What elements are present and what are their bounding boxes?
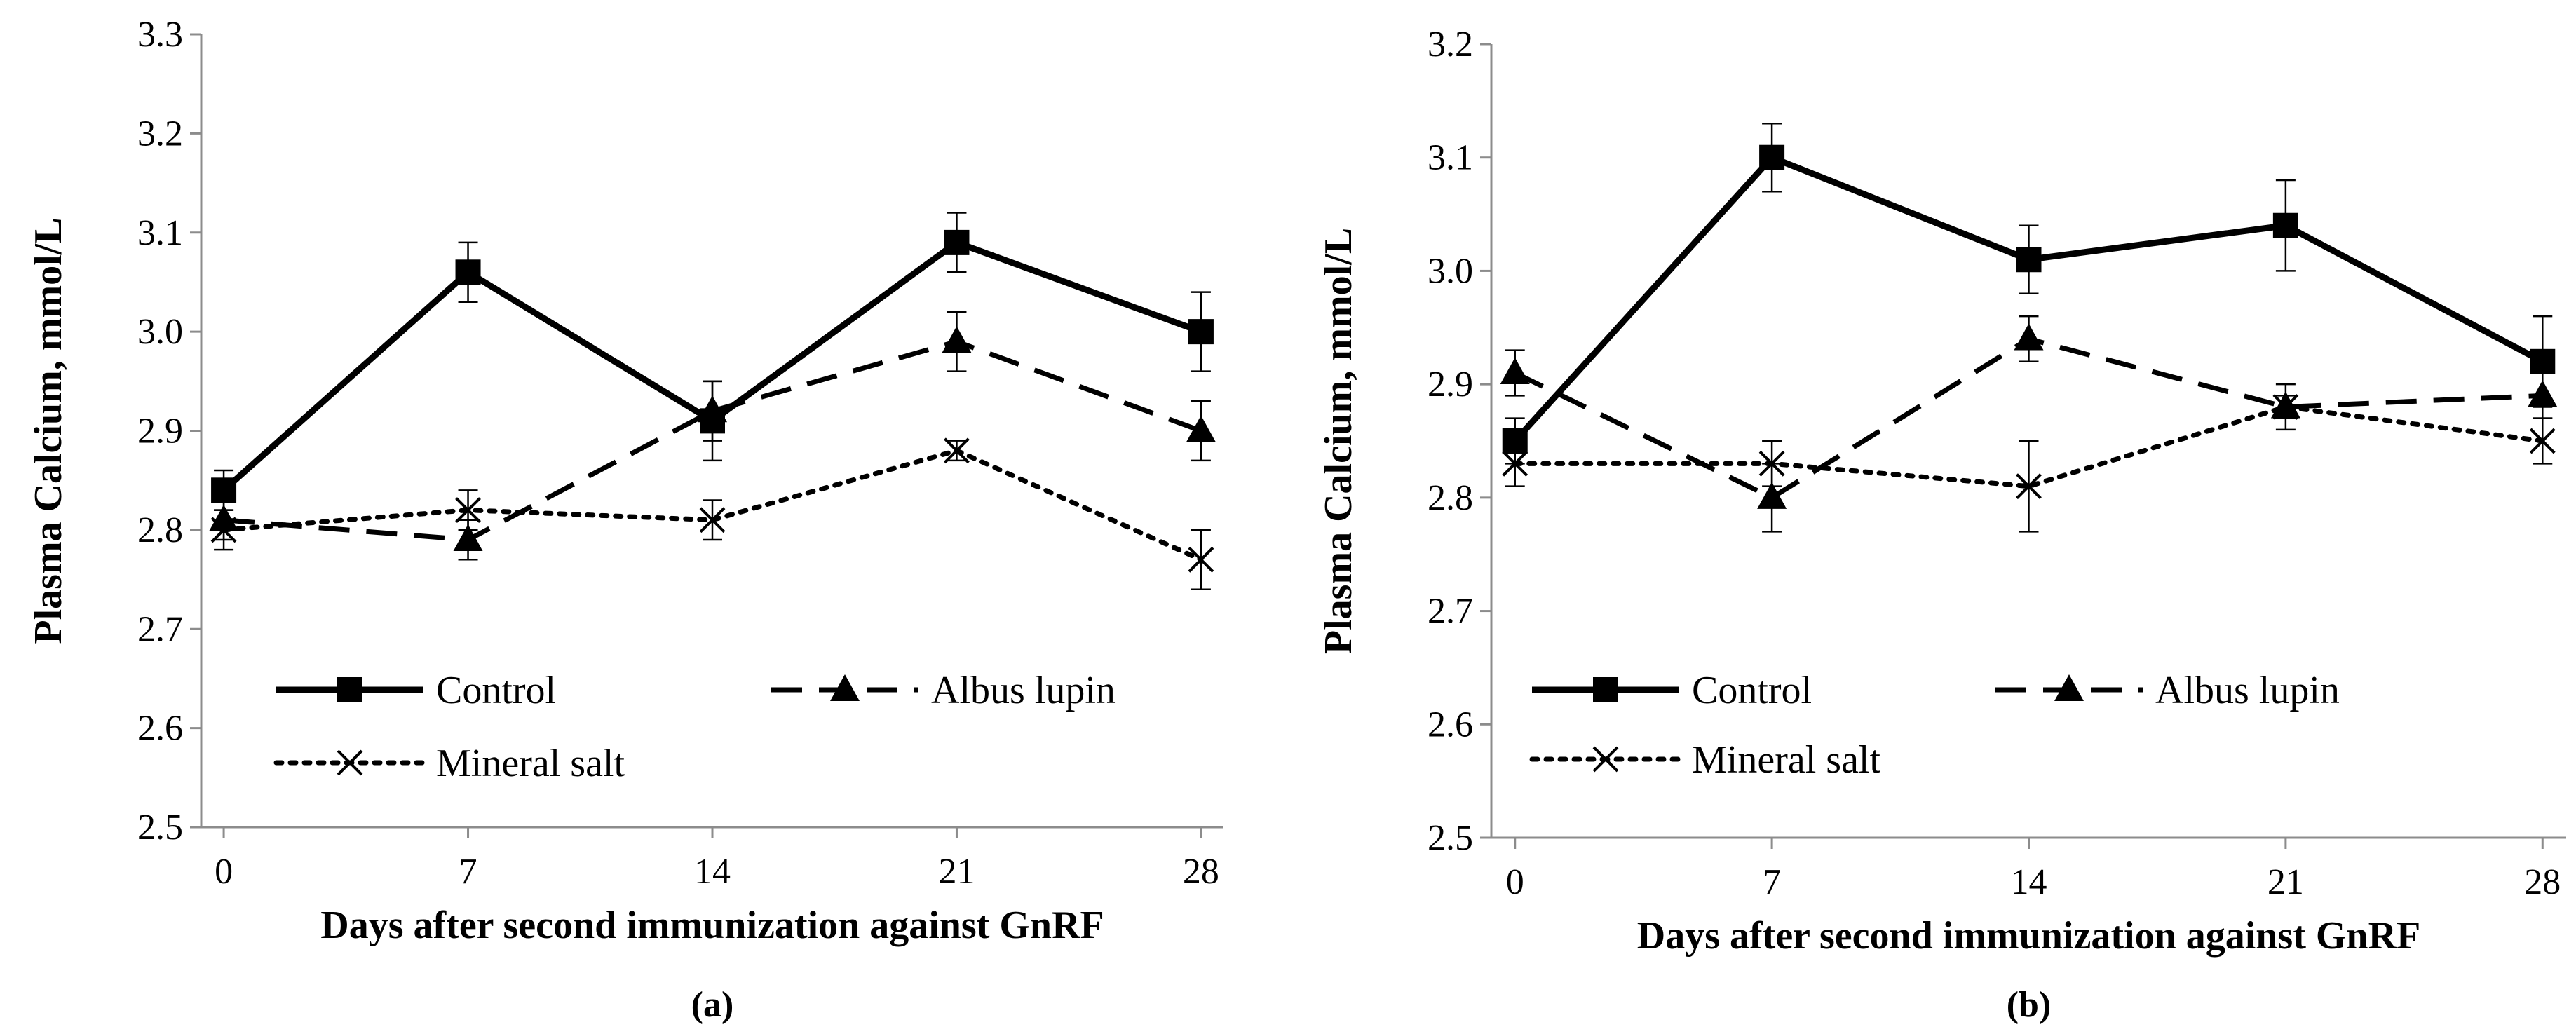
- data-point: [942, 326, 972, 353]
- panel-label: (a): [691, 985, 734, 1025]
- x-tick-label: 14: [2011, 862, 2047, 902]
- y-tick-label: 2.5: [137, 808, 183, 848]
- data-point: [1186, 415, 1216, 442]
- legend-marker: [1592, 746, 1619, 773]
- data-point: [210, 517, 237, 543]
- data-point: [455, 259, 481, 285]
- legend-label: Albus lupin: [931, 669, 1116, 712]
- x-tick-label: 0: [215, 852, 233, 892]
- y-tick-label: 2.6: [137, 709, 183, 749]
- series-line: [1512, 154, 2544, 444]
- y-tick-label: 3.3: [137, 15, 183, 55]
- chart-panel-a: 2.5 2.6 2.7 2.8 2.9 3.0 3.1 3.2 3.3 0 7 14 21 28 Days …: [27, 15, 1223, 1025]
- x-axis-title: Days after second immunization against G…: [1637, 914, 2420, 958]
- x-tick-label: 21: [2267, 862, 2304, 902]
- x-tick-label: 21: [938, 852, 975, 892]
- data-point: [1757, 482, 1787, 509]
- data-point: [455, 497, 481, 524]
- data-point: [2272, 394, 2299, 420]
- series-line: [1512, 404, 2545, 489]
- data-point: [1502, 450, 1528, 477]
- legend-label: Albus lupin: [2155, 669, 2340, 712]
- legend-entry: Mineral salt: [1529, 738, 1880, 782]
- legend-marker: [830, 674, 860, 701]
- series-control: [211, 212, 1214, 511]
- data-point: [2530, 348, 2556, 374]
- data-point: [211, 477, 237, 503]
- legend-label: Mineral salt: [1692, 738, 1880, 782]
- y-tick-label: 3.0: [137, 312, 183, 352]
- legend-label: Control: [436, 669, 556, 712]
- y-axis-title: Plasma Calcium, mmol/L: [27, 217, 70, 644]
- y-tick-label: 3.1: [137, 213, 183, 253]
- data-point: [1758, 450, 1785, 477]
- legend-label: Control: [1692, 669, 1812, 712]
- series-line: [223, 339, 1202, 543]
- x-tick-label: 0: [1506, 862, 1524, 902]
- data-point: [944, 229, 970, 255]
- legend-marker: [337, 749, 363, 776]
- legend-label: Mineral salt: [436, 742, 625, 785]
- x-tick-label: 14: [694, 852, 731, 892]
- y-tick-label: 2.7: [1428, 592, 1473, 632]
- legend-entry: Mineral salt: [273, 742, 625, 785]
- x-tick-label: 7: [459, 852, 477, 892]
- y-tick-label: 2.8: [1428, 478, 1473, 518]
- data-point: [944, 437, 970, 464]
- data-point: [2272, 212, 2298, 238]
- data-point: [2016, 247, 2042, 273]
- y-tick-label: 3.0: [1428, 251, 1473, 291]
- panel-label: (b): [2007, 985, 2052, 1025]
- series-mineral-salt: [1502, 394, 2556, 533]
- legend-entry: Albus lupin: [1995, 669, 2340, 712]
- y-tick-label: 3.1: [1428, 138, 1473, 178]
- x-tick-label: 28: [2524, 862, 2561, 902]
- y-tick-label: 2.9: [1428, 365, 1473, 404]
- data-point: [2529, 428, 2556, 454]
- data-point: [699, 507, 726, 533]
- x-tick-label: 7: [1763, 862, 1781, 902]
- legend-marker: [1593, 677, 1618, 702]
- legend-marker: [2054, 674, 2084, 701]
- data-point: [1759, 144, 1785, 170]
- data-point: [2014, 323, 2044, 351]
- data-point: [1188, 546, 1214, 573]
- y-tick-label: 2.9: [137, 411, 183, 451]
- y-tick-label: 2.8: [137, 510, 183, 550]
- y-tick-label: 2.5: [1428, 818, 1473, 858]
- legend-entry: Control: [1532, 669, 1812, 712]
- y-tick-label: 3.2: [137, 114, 183, 154]
- chart-panel-b: 2.5 2.6 2.7 2.8 2.9 3.0 3.1 3.2 0 7 14 21 28 Days aft…: [1317, 25, 2566, 1025]
- legend-entry: Albus lupin: [771, 669, 1116, 712]
- data-point: [1188, 319, 1214, 345]
- x-tick-label: 28: [1183, 852, 1219, 892]
- y-tick-label: 2.7: [137, 609, 183, 649]
- series-control: [1502, 122, 2556, 465]
- series-mineral-salt: [210, 437, 1214, 590]
- x-axis-title: Days after second immunization against G…: [320, 904, 1104, 947]
- legend-marker: [337, 677, 362, 702]
- y-tick-label: 3.2: [1428, 25, 1473, 64]
- data-point: [453, 524, 483, 552]
- data-point: [1500, 357, 1530, 384]
- data-point: [2016, 473, 2042, 500]
- data-point: [2528, 380, 2558, 407]
- y-tick-label: 2.6: [1428, 705, 1473, 744]
- legend-entry: Control: [276, 669, 556, 712]
- data-point: [698, 395, 727, 423]
- y-axis-title: Plasma Calcium, mmol/L: [1317, 228, 1360, 654]
